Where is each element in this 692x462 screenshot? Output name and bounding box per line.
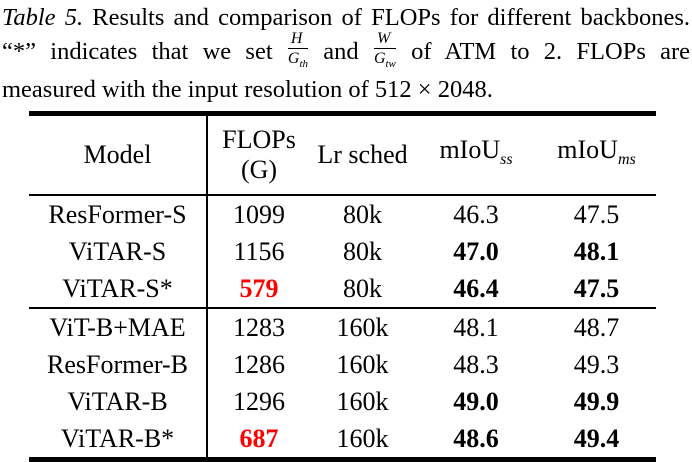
header-model: Model [29,113,208,196]
model-cell: ResFormer-B [29,346,208,384]
flops-cell: 579 [239,274,279,304]
table-row: ResFormer-B 1286 160k 48.3 49.3 [29,346,656,384]
miou-ms-cell: 49.4 [573,424,620,454]
lr-sched-cell: 160k [336,313,389,343]
fraction-denominator: Gtw [373,50,396,71]
caption-table-number: Table 5. [2,4,84,31]
fraction-h-over-gth: H Gth [287,30,309,73]
caption-line-2: “*” indicates that we set H Gth and W Gtw … [2,30,691,75]
miou-ss-cell: 47.0 [453,237,499,267]
flops-cell: 687 [239,424,279,454]
model-cell: ResFormer-S [29,195,208,234]
miou-ms-cell: 47.5 [573,274,620,304]
miou-ss-cell: 49.0 [453,387,499,417]
caption-line2-suffix: of ATM to 2. FLOPs are [411,38,691,66]
table-header: Model FLOPs (G) Lr sched mIoUss mIoUms [29,113,656,196]
model-cell: ViTAR-S* [29,270,208,309]
header-row: Model FLOPs (G) Lr sched mIoUss mIoUms [29,113,656,196]
model-cell: ViTAR-S [29,233,208,271]
fraction-numerator: W [373,30,396,49]
lr-sched-cell: 80k [343,274,382,304]
fraction-denominator: Gth [287,50,309,71]
fraction-numerator: H [287,30,309,49]
miou-ms-cell: 48.7 [573,313,620,343]
model-cell: ViTAR-B* [29,420,208,460]
header-flops: FLOPs (G) [207,114,310,196]
header-miou-ss: mIoUss [439,135,513,169]
flops-cell: 1099 [233,200,285,230]
table-caption: Table 5. Results and comparison of FLOPs… [0,0,692,104]
flops-cell: 1283 [233,313,285,343]
lr-sched-cell: 80k [343,237,382,267]
flops-cell: 1296 [233,387,285,417]
header-miou-ms: mIoUms [557,135,636,169]
caption-line-3: measured with the input resolution of 51… [2,76,493,104]
model-cell: ViT-B+MAE [29,308,208,347]
table-row: ViTAR-S 1156 80k 47.0 48.1 [29,233,656,271]
flops-cell: 1156 [233,237,285,267]
header-flops-line2: (G) [240,155,278,185]
table-row: ResFormer-S 1099 80k 46.3 47.5 [29,195,656,234]
table-row: ViTAR-S* 579 80k 46.4 47.5 [29,270,656,309]
table-row: ViTAR-B* 687 160k 48.6 49.4 [29,420,656,460]
miou-ss-cell: 46.4 [453,274,499,304]
caption-line-1: Table 5. Results and comparison of FLOPs… [2,3,690,32]
miou-ss-cell: 48.3 [453,350,499,380]
miou-ms-cell: 49.3 [573,350,620,380]
flops-cell: 1286 [233,350,285,380]
table-group-1: ResFormer-S 1099 80k 46.3 47.5 ViTAR-S 1156 80k… [29,195,656,309]
miou-ms-cell: 47.5 [573,200,620,230]
miou-ss-cell: 46.3 [453,200,499,230]
caption-line2-prefix: “*” indicates that we set [2,38,273,66]
miou-ms-cell: 49.9 [573,387,620,417]
fraction-w-over-gtw: W Gtw [373,30,396,73]
lr-sched-cell: 160k [336,350,389,380]
header-lr-sched: Lr sched [317,140,408,170]
miou-ss-cell: 48.1 [453,313,499,343]
model-cell: ViTAR-B [29,383,208,421]
header-flops-line1: FLOPs [222,125,296,155]
miou-ms-cell: 48.1 [573,237,620,267]
lr-sched-cell: 160k [336,424,389,454]
miou-ss-cell: 48.6 [453,424,499,454]
table-row: ViT-B+MAE 1283 160k 48.1 48.7 [29,308,656,347]
lr-sched-cell: 80k [343,200,382,230]
lr-sched-cell: 160k [336,387,389,417]
caption-line1-text: Results and comparison of FLOPs for diff… [92,4,690,31]
results-table: Model FLOPs (G) Lr sched mIoUss mIoUms R… [29,111,656,462]
table-row: ViTAR-B 1296 160k 49.0 49.9 [29,383,656,421]
table-group-2: ViT-B+MAE 1283 160k 48.1 48.7 ResFormer-B 1286… [29,308,656,460]
caption-line2-and: and [323,38,359,66]
